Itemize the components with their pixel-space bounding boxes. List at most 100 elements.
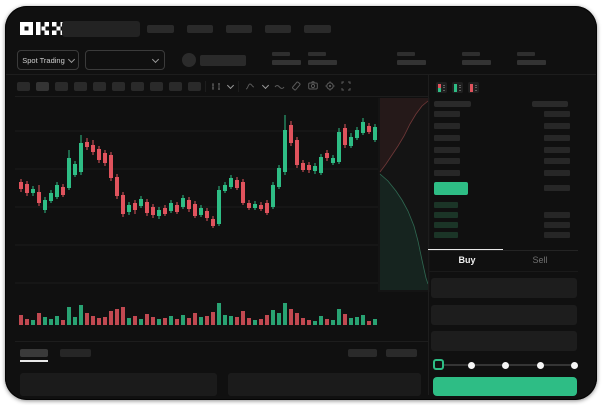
ask-amount-placeholder[interactable]	[544, 111, 570, 117]
stat-label-placeholder	[308, 52, 326, 56]
ask-price-placeholder[interactable]	[434, 158, 460, 164]
ask-price-placeholder[interactable]	[434, 147, 460, 153]
ticker-stat	[308, 52, 342, 66]
trade-input-field[interactable]	[431, 278, 577, 298]
divider	[15, 96, 428, 97]
divider	[15, 341, 428, 342]
icon-part	[474, 84, 478, 86]
timeframe-button[interactable]	[188, 82, 201, 91]
interval-icon[interactable]	[211, 82, 222, 91]
orderbook-price-header-placeholder	[434, 101, 471, 107]
icon-part	[474, 87, 478, 89]
okx-logo-icon	[20, 22, 65, 35]
nav-item-placeholder[interactable]	[304, 25, 331, 33]
trade-input-field[interactable]	[431, 305, 577, 325]
ask-price-placeholder[interactable]	[434, 111, 460, 117]
stat-value-placeholder	[462, 60, 491, 65]
bid-price-placeholder[interactable]	[434, 212, 458, 218]
top-nav	[147, 25, 331, 33]
settings-icon[interactable]	[325, 81, 335, 91]
draw-tool-icon[interactable]	[291, 81, 301, 91]
timeframe-button[interactable]	[93, 82, 106, 91]
slider-step-dot[interactable]	[502, 361, 509, 369]
ask-price-placeholder[interactable]	[434, 123, 460, 129]
market-type-label: Spot Trading	[22, 55, 65, 65]
timeframe-button[interactable]	[112, 82, 125, 91]
timeframe-button[interactable]	[131, 82, 144, 91]
pair-selector-dropdown[interactable]	[85, 50, 165, 70]
ask-amount-placeholder[interactable]	[544, 135, 570, 141]
timeframe-button[interactable]	[55, 82, 68, 91]
bottom-tab[interactable]	[60, 349, 91, 357]
icon-part	[442, 89, 446, 91]
icon-part	[454, 88, 457, 92]
ticker-stat	[517, 52, 551, 66]
buy-submit-button[interactable]	[433, 377, 577, 396]
stat-label-placeholder	[272, 52, 290, 56]
wave-line-icon[interactable]	[274, 83, 285, 90]
timeframe-button[interactable]	[17, 82, 30, 91]
icon-part	[470, 88, 473, 92]
stat-value-placeholder	[397, 60, 426, 65]
okx-logo[interactable]	[20, 22, 65, 37]
chevron-down-icon	[67, 55, 75, 63]
timeframe-button[interactable]	[36, 82, 49, 91]
divider	[428, 75, 429, 395]
icon-part	[458, 89, 462, 91]
trade-input-field[interactable]	[431, 331, 577, 351]
icon-part	[458, 87, 462, 89]
bottom-tab[interactable]	[20, 349, 48, 357]
bid-amount-placeholder[interactable]	[544, 212, 570, 218]
book-both-icon[interactable]	[436, 82, 447, 93]
ask-amount-placeholder[interactable]	[544, 147, 570, 153]
bid-amount-placeholder[interactable]	[544, 232, 570, 238]
stat-value-placeholder	[308, 60, 337, 65]
indicator-icon[interactable]	[245, 82, 255, 91]
camera-icon[interactable]	[308, 81, 318, 90]
search-input[interactable]	[62, 21, 140, 37]
divider	[205, 81, 206, 92]
bid-price-placeholder[interactable]	[434, 222, 458, 228]
chart-canvas[interactable]	[15, 98, 430, 330]
ask-amount-placeholder[interactable]	[544, 123, 570, 129]
bid-amount-placeholder[interactable]	[544, 222, 570, 228]
slider-step-dot[interactable]	[536, 361, 544, 369]
book-bids-icon[interactable]	[452, 82, 463, 93]
amount-placeholder[interactable]	[544, 185, 570, 191]
timeframe-button[interactable]	[150, 82, 163, 91]
book-asks-icon[interactable]	[468, 82, 479, 93]
chevron-down-icon	[151, 55, 160, 63]
ask-amount-placeholder[interactable]	[544, 170, 570, 176]
nav-item-placeholder[interactable]	[187, 25, 213, 33]
timeframe-button[interactable]	[169, 82, 182, 91]
last-price-badge[interactable]	[434, 182, 468, 195]
slider-step-dot[interactable]	[467, 361, 475, 369]
icon-part	[442, 84, 446, 86]
ask-price-placeholder[interactable]	[434, 135, 460, 141]
bottom-action-placeholder[interactable]	[386, 349, 417, 357]
market-type-selector[interactable]: Spot Trading	[17, 50, 79, 70]
tab-buy[interactable]: Buy	[458, 255, 476, 265]
amount-slider-handle[interactable]	[433, 359, 444, 370]
icon-part	[438, 88, 441, 92]
timeframe-button[interactable]	[74, 82, 87, 91]
ask-price-placeholder[interactable]	[434, 170, 460, 176]
ask-amount-placeholder[interactable]	[544, 158, 570, 164]
ticker-stat	[462, 52, 496, 66]
bottom-action-placeholder[interactable]	[348, 349, 377, 357]
slider-step-dot[interactable]	[571, 361, 578, 369]
icon-part	[474, 89, 478, 91]
nav-item-placeholder[interactable]	[226, 25, 252, 33]
candlestick-chart[interactable]	[15, 98, 430, 330]
icon-part	[454, 84, 457, 88]
icon-part	[442, 87, 446, 89]
ticker-stat	[272, 52, 306, 66]
bid-price-placeholder[interactable]	[434, 202, 458, 208]
coin-avatar	[182, 53, 196, 67]
tab-sell[interactable]: Sell	[532, 255, 548, 265]
divider	[428, 271, 578, 272]
nav-item-placeholder[interactable]	[147, 25, 174, 33]
bid-price-placeholder[interactable]	[434, 232, 458, 238]
fullscreen-icon[interactable]	[341, 81, 351, 91]
nav-item-placeholder[interactable]	[265, 25, 291, 33]
